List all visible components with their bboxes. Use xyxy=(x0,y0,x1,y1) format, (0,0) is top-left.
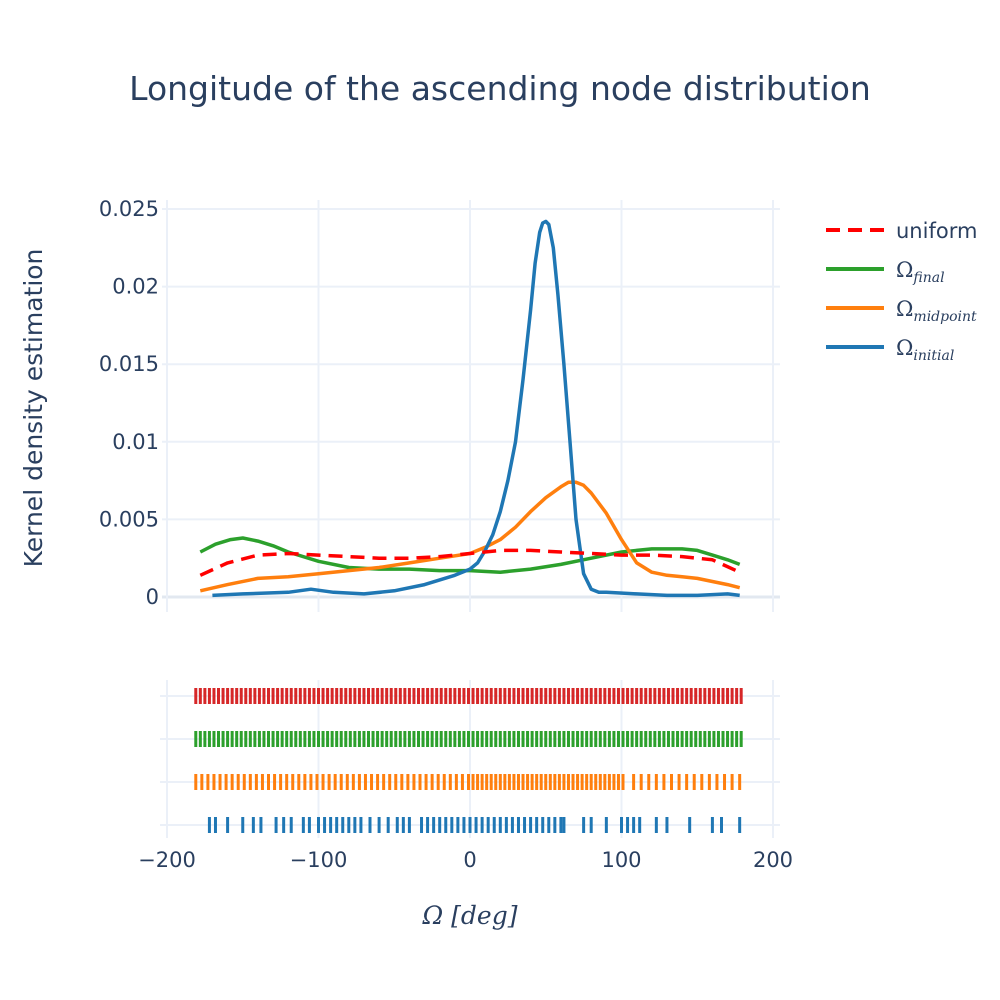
x-tick-label: 0 xyxy=(463,848,476,872)
y-tick-label: 0.02 xyxy=(112,275,159,299)
legend-label-midpoint: Ωmidpoint xyxy=(896,297,977,325)
y-tick-labels: 0 0.005 0.01 0.015 0.02 0.025 xyxy=(99,197,159,609)
x-axis-label: Ω [deg] xyxy=(422,901,518,930)
y-tick-label: 0.01 xyxy=(112,430,159,454)
y-tick-label: 0 xyxy=(146,585,159,609)
legend-label-final: Ωfinal xyxy=(896,258,945,286)
x-tick-label: −100 xyxy=(290,848,348,872)
y-tick-label: 0.025 xyxy=(99,197,159,221)
series-line-midpoint xyxy=(199,480,741,593)
y-tick-label: 0.015 xyxy=(99,352,159,376)
x-tick-label: 100 xyxy=(601,848,641,872)
rug-layer xyxy=(194,688,743,833)
x-tick-label: −200 xyxy=(138,848,196,872)
x-tick-labels: −200 −100 0 100 200 xyxy=(138,848,793,872)
y-axis-label: Kernel density estimation xyxy=(19,249,48,568)
series-line-uniform xyxy=(199,548,741,577)
y-tick-label: 0.005 xyxy=(99,507,159,531)
legend-label-initial: Ωinitial xyxy=(896,336,954,364)
series-line-final xyxy=(199,536,741,574)
legend: uniform Ωfinal Ωmidpoint Ωinitial xyxy=(826,219,977,364)
legend-label-uniform: uniform xyxy=(896,219,977,243)
chart-title: Longitude of the ascending node distribu… xyxy=(129,69,871,108)
series-line-initial xyxy=(212,219,740,598)
x-tick-label: 200 xyxy=(753,848,793,872)
series-layer xyxy=(199,219,741,598)
